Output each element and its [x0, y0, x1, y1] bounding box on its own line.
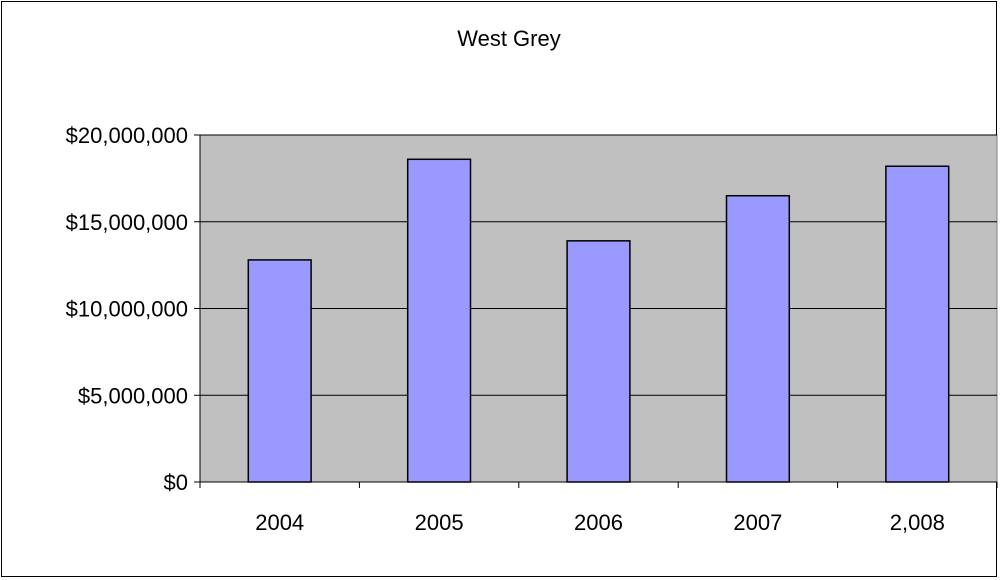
y-tick-label: $20,000,000 — [66, 123, 188, 148]
bars — [247, 158, 950, 483]
bar-2005 — [406, 158, 472, 483]
y-tick-label: $15,000,000 — [66, 210, 188, 235]
y-axis: $0 $5,000,000 $10,000,000 $15,000,000 $20,00… — [66, 123, 201, 495]
x-tick-label: 2,008 — [890, 510, 945, 535]
y-tick-label: $10,000,000 — [66, 297, 188, 322]
x-axis: 2004 2005 2006 2007 2,008 — [199, 481, 998, 535]
x-tick-label: 2005 — [415, 510, 464, 535]
y-tick-label: $0 — [164, 470, 188, 495]
x-tick-label: 2004 — [255, 510, 304, 535]
y-tick-label: $5,000,000 — [78, 383, 188, 408]
x-tick-label: 2006 — [574, 510, 623, 535]
chart-title: West Grey — [457, 26, 561, 51]
x-tick-label: 2007 — [733, 510, 782, 535]
bar-2004 — [247, 259, 312, 483]
bar-2008 — [885, 165, 950, 483]
bar-2006 — [566, 240, 631, 483]
bar-2007 — [725, 194, 791, 483]
